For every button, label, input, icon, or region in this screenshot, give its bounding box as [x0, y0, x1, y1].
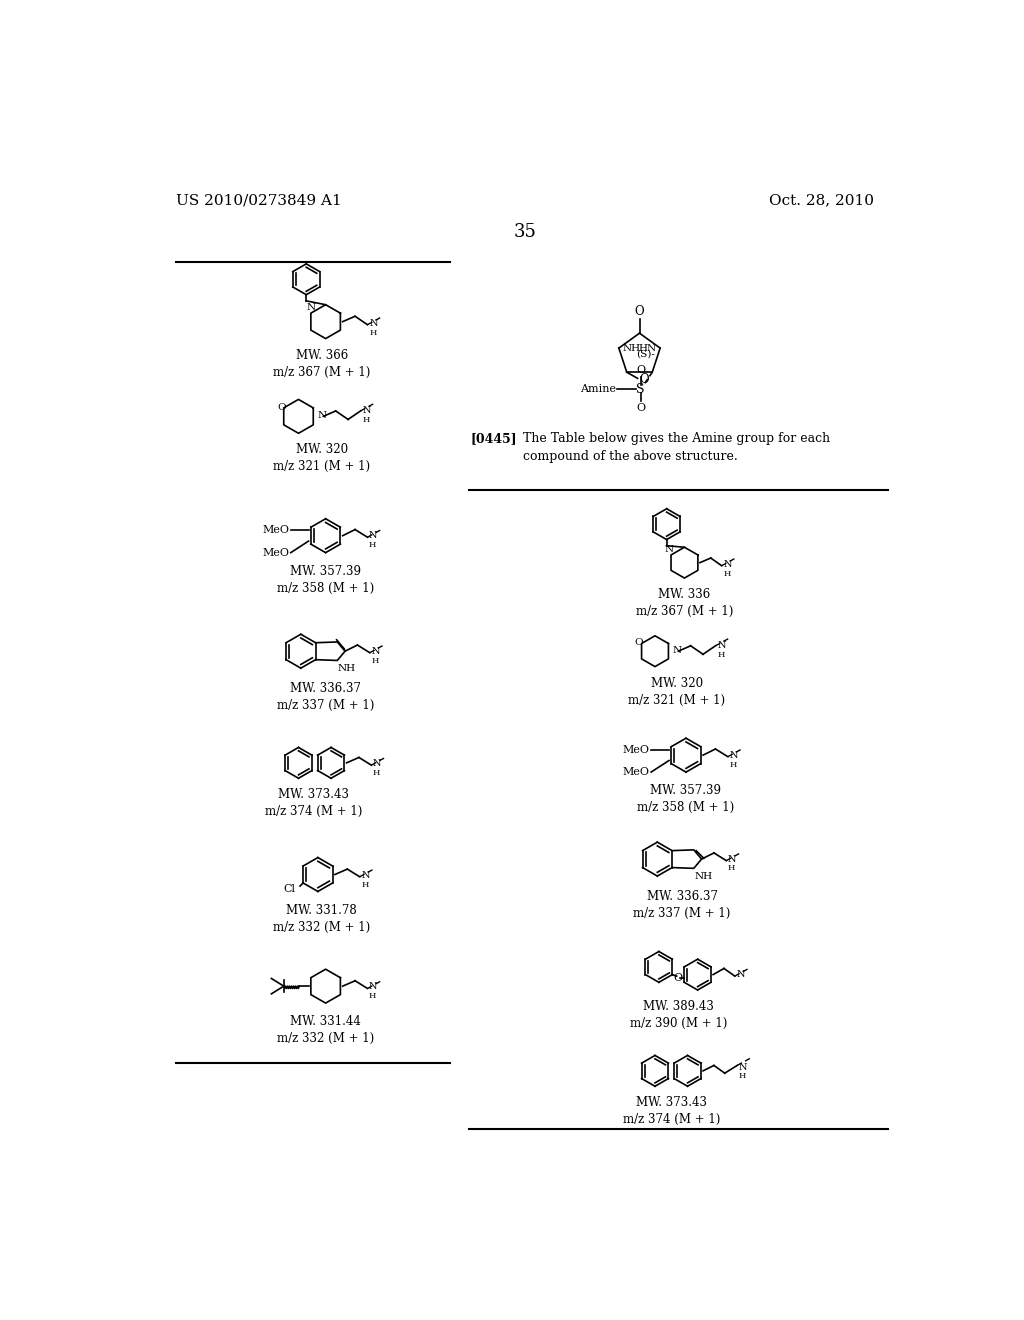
Text: MW. 331.78
m/z 332 (M + 1): MW. 331.78 m/z 332 (M + 1) — [273, 904, 371, 933]
Text: MW. 373.43
m/z 374 (M + 1): MW. 373.43 m/z 374 (M + 1) — [623, 1096, 720, 1126]
Text: N: N — [373, 759, 381, 768]
Text: N: N — [362, 407, 372, 416]
Text: Oct. 28, 2010: Oct. 28, 2010 — [769, 194, 873, 207]
Text: N: N — [673, 645, 682, 655]
Text: Amine: Amine — [580, 384, 615, 395]
Text: NH: NH — [694, 873, 712, 882]
Text: MW. 336.37
m/z 337 (M + 1): MW. 336.37 m/z 337 (M + 1) — [634, 890, 731, 920]
Text: NH: NH — [338, 664, 355, 673]
Text: The Table below gives the Amine group for each
compound of the above structure.: The Table below gives the Amine group fo… — [523, 432, 830, 463]
Text: MeO: MeO — [623, 744, 649, 755]
Text: H: H — [718, 651, 725, 659]
Text: HN: HN — [638, 343, 656, 352]
Text: O: O — [674, 973, 683, 982]
Text: US 2010/0273849 A1: US 2010/0273849 A1 — [176, 194, 342, 207]
Text: O: O — [278, 403, 286, 412]
Text: N: N — [723, 560, 732, 569]
Text: N: N — [718, 642, 726, 651]
Text: MeO: MeO — [262, 548, 289, 557]
Text: Cl: Cl — [284, 884, 295, 894]
Text: 35: 35 — [513, 223, 537, 240]
Text: N: N — [738, 1063, 748, 1072]
Text: (S)-: (S)- — [636, 350, 654, 359]
Text: MW. 320
m/z 321 (M + 1): MW. 320 m/z 321 (M + 1) — [273, 444, 371, 474]
Text: N: N — [728, 854, 736, 863]
Text: H: H — [369, 541, 377, 549]
Text: MW. 373.43
m/z 374 (M + 1): MW. 373.43 m/z 374 (M + 1) — [265, 788, 362, 818]
Text: MW. 357.39
m/z 358 (M + 1): MW. 357.39 m/z 358 (M + 1) — [278, 565, 374, 595]
Text: H: H — [361, 880, 369, 888]
Text: H: H — [729, 760, 737, 768]
Text: MW. 320
m/z 321 (M + 1): MW. 320 m/z 321 (M + 1) — [628, 677, 725, 706]
Text: MW. 336
m/z 367 (M + 1): MW. 336 m/z 367 (M + 1) — [636, 589, 733, 618]
Text: O: O — [636, 403, 645, 413]
Text: N: N — [370, 319, 378, 329]
Text: H: H — [372, 656, 379, 664]
Text: N: N — [306, 304, 315, 313]
Text: H: H — [362, 416, 371, 424]
Text: S: S — [636, 383, 645, 396]
Text: N: N — [317, 411, 327, 420]
Text: N: N — [729, 751, 738, 759]
Text: MW. 389.43
m/z 390 (M + 1): MW. 389.43 m/z 390 (M + 1) — [630, 1001, 727, 1030]
Text: H: H — [728, 865, 735, 873]
Text: MW. 331.44
m/z 332 (M + 1): MW. 331.44 m/z 332 (M + 1) — [278, 1015, 374, 1044]
Text: NH: NH — [623, 343, 641, 352]
Text: N: N — [665, 545, 673, 554]
Text: O: O — [636, 366, 645, 375]
Text: [0445]: [0445] — [471, 432, 517, 445]
Text: N: N — [369, 982, 378, 991]
Text: H: H — [738, 1072, 746, 1080]
Text: MeO: MeO — [623, 767, 649, 777]
Text: N: N — [369, 531, 378, 540]
Text: N: N — [372, 647, 380, 656]
Text: O: O — [634, 639, 643, 647]
Text: H: H — [370, 330, 377, 338]
Text: N: N — [361, 871, 370, 879]
Text: O: O — [635, 305, 644, 318]
Text: MW. 357.39
m/z 358 (M + 1): MW. 357.39 m/z 358 (M + 1) — [637, 784, 734, 814]
Text: H: H — [369, 993, 377, 1001]
Text: O: O — [639, 374, 649, 387]
Text: MeO: MeO — [262, 525, 289, 536]
Text: MW. 366
m/z 367 (M + 1): MW. 366 m/z 367 (M + 1) — [273, 348, 371, 379]
Text: H: H — [723, 570, 730, 578]
Text: N: N — [736, 970, 744, 979]
Text: H: H — [373, 770, 380, 777]
Text: MW. 336.37
m/z 337 (M + 1): MW. 336.37 m/z 337 (M + 1) — [276, 682, 375, 711]
